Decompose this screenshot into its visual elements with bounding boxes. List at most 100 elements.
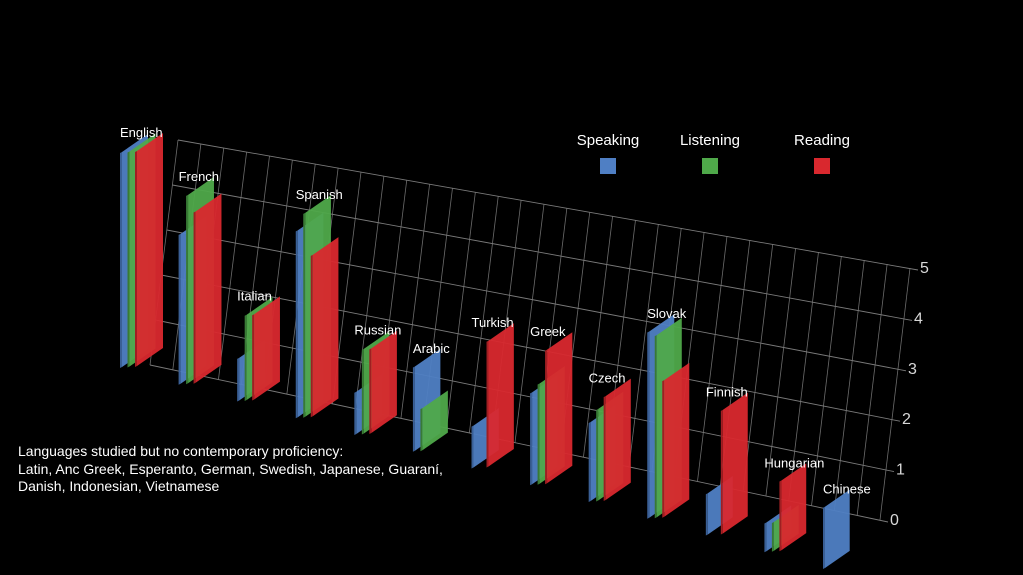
legend-label: Listening <box>680 132 740 149</box>
bar-group-greek <box>530 332 573 486</box>
bar-reading <box>781 463 807 551</box>
category-label: Hungarian <box>764 455 824 470</box>
grid-line-vertical <box>833 259 865 511</box>
bar-side-reading <box>310 254 313 418</box>
category-labels: English French Italian Spanish Russian Arabic… <box>120 125 871 497</box>
grid-line-horizontal <box>166 229 907 372</box>
bar-side-listening <box>303 212 306 418</box>
bar-side-reading <box>545 349 548 485</box>
bar-side-reading <box>135 151 137 367</box>
grid-line-vertical <box>628 223 659 467</box>
bar-side-reading <box>193 211 196 384</box>
bar-group-czech <box>588 378 631 502</box>
bar-group-finnish <box>705 392 748 536</box>
grid-line-vertical <box>583 215 614 458</box>
grid-line-horizontal <box>149 364 889 523</box>
category-label: French <box>179 169 219 184</box>
y-tick-label: 2 <box>902 411 911 428</box>
grid-line-vertical <box>879 267 911 521</box>
bar-side-reading <box>252 314 255 401</box>
category-label: Russian <box>354 323 401 338</box>
grid-line-vertical <box>811 255 842 506</box>
y-tick-label: 1 <box>896 462 905 479</box>
bar-group-hungarian <box>764 463 807 553</box>
bar-reading <box>312 237 339 417</box>
bar-reading <box>371 330 397 433</box>
bar-listening <box>422 390 448 451</box>
bar-side-speaking <box>588 422 591 502</box>
grid-line-vertical <box>354 175 385 409</box>
grid-line-vertical <box>468 195 499 433</box>
bar-reading <box>722 392 748 534</box>
grid-line-vertical <box>697 235 728 482</box>
grid-line-vertical <box>788 251 819 501</box>
grid-line-vertical <box>765 247 797 496</box>
bar-group-italian <box>237 296 280 402</box>
bar-reading <box>195 193 222 383</box>
legend-label: Reading <box>794 132 850 149</box>
bar-side-speaking <box>354 391 357 435</box>
bar-side-speaking <box>237 357 240 402</box>
category-label: Greek <box>530 324 566 339</box>
bar-side-listening <box>596 409 599 502</box>
bar-side-speaking <box>647 331 650 519</box>
bar-group-chinese <box>823 489 850 569</box>
grid-line-vertical <box>400 183 431 419</box>
bar-reading <box>488 323 514 467</box>
bar-side-listening <box>361 348 364 435</box>
bar-side-listening <box>771 522 774 552</box>
category-label: Chinese <box>823 482 871 497</box>
legend-swatch <box>600 158 616 174</box>
bar-side-speaking <box>530 392 533 486</box>
category-label: Turkish <box>472 315 514 330</box>
grid-line-vertical <box>742 243 774 491</box>
grid-line-vertical <box>514 203 545 443</box>
bar-side-listening <box>244 314 247 401</box>
bar-side-listening <box>654 335 657 519</box>
category-label: Slovak <box>647 306 687 321</box>
grid-line-vertical <box>856 263 888 516</box>
bar-side-speaking <box>120 152 122 368</box>
bar-side-listening <box>537 383 540 485</box>
bar-side-speaking <box>705 493 708 536</box>
category-label: Finnish <box>706 385 748 400</box>
bar-group-french <box>178 176 222 385</box>
bar-reading <box>254 296 280 400</box>
legend-swatch <box>814 158 830 174</box>
chart-bars <box>120 133 850 569</box>
category-label: Arabic <box>413 341 450 356</box>
legend-label: Speaking <box>577 132 640 149</box>
bar-group-arabic <box>412 348 448 452</box>
note-line-2: Latin, Anc Greek, Esperanto, German, Swe… <box>18 460 443 477</box>
bar-speaking <box>825 489 850 568</box>
y-tick-label: 3 <box>908 361 917 378</box>
y-tick-label: 5 <box>920 260 929 277</box>
bar-side-reading <box>486 340 489 468</box>
bar-side-listening <box>127 151 130 368</box>
category-label: English <box>120 125 163 140</box>
bar-reading <box>547 332 573 484</box>
note-line-3: Danish, Indonesian, Vietnamese <box>18 478 220 494</box>
grid-line-vertical <box>218 151 248 380</box>
proficiency-note: Languages studied but no contemporary pr… <box>18 443 488 496</box>
grid-line-horizontal <box>177 139 919 271</box>
bar-reading <box>605 378 631 500</box>
category-label: Czech <box>589 371 626 386</box>
bar-side-speaking <box>178 233 181 385</box>
bar-side-reading <box>720 409 723 535</box>
grid-line-vertical <box>446 191 476 429</box>
y-tick-label: 0 <box>890 512 899 529</box>
bar-side-speaking <box>471 425 474 469</box>
legend: Speaking Listening Reading <box>577 132 850 174</box>
bar-side-speaking <box>823 506 825 569</box>
bar-reading <box>137 133 163 366</box>
bar-side-reading <box>779 480 782 552</box>
category-label: Spanish <box>296 187 343 202</box>
bar-side-speaking <box>295 230 298 419</box>
bar-group-russian <box>354 330 397 435</box>
category-label: Italian <box>237 288 272 303</box>
legend-swatch <box>702 158 718 174</box>
bar-group-spanish <box>295 195 339 419</box>
note-line-1: Languages studied but no contemporary pr… <box>18 443 344 459</box>
